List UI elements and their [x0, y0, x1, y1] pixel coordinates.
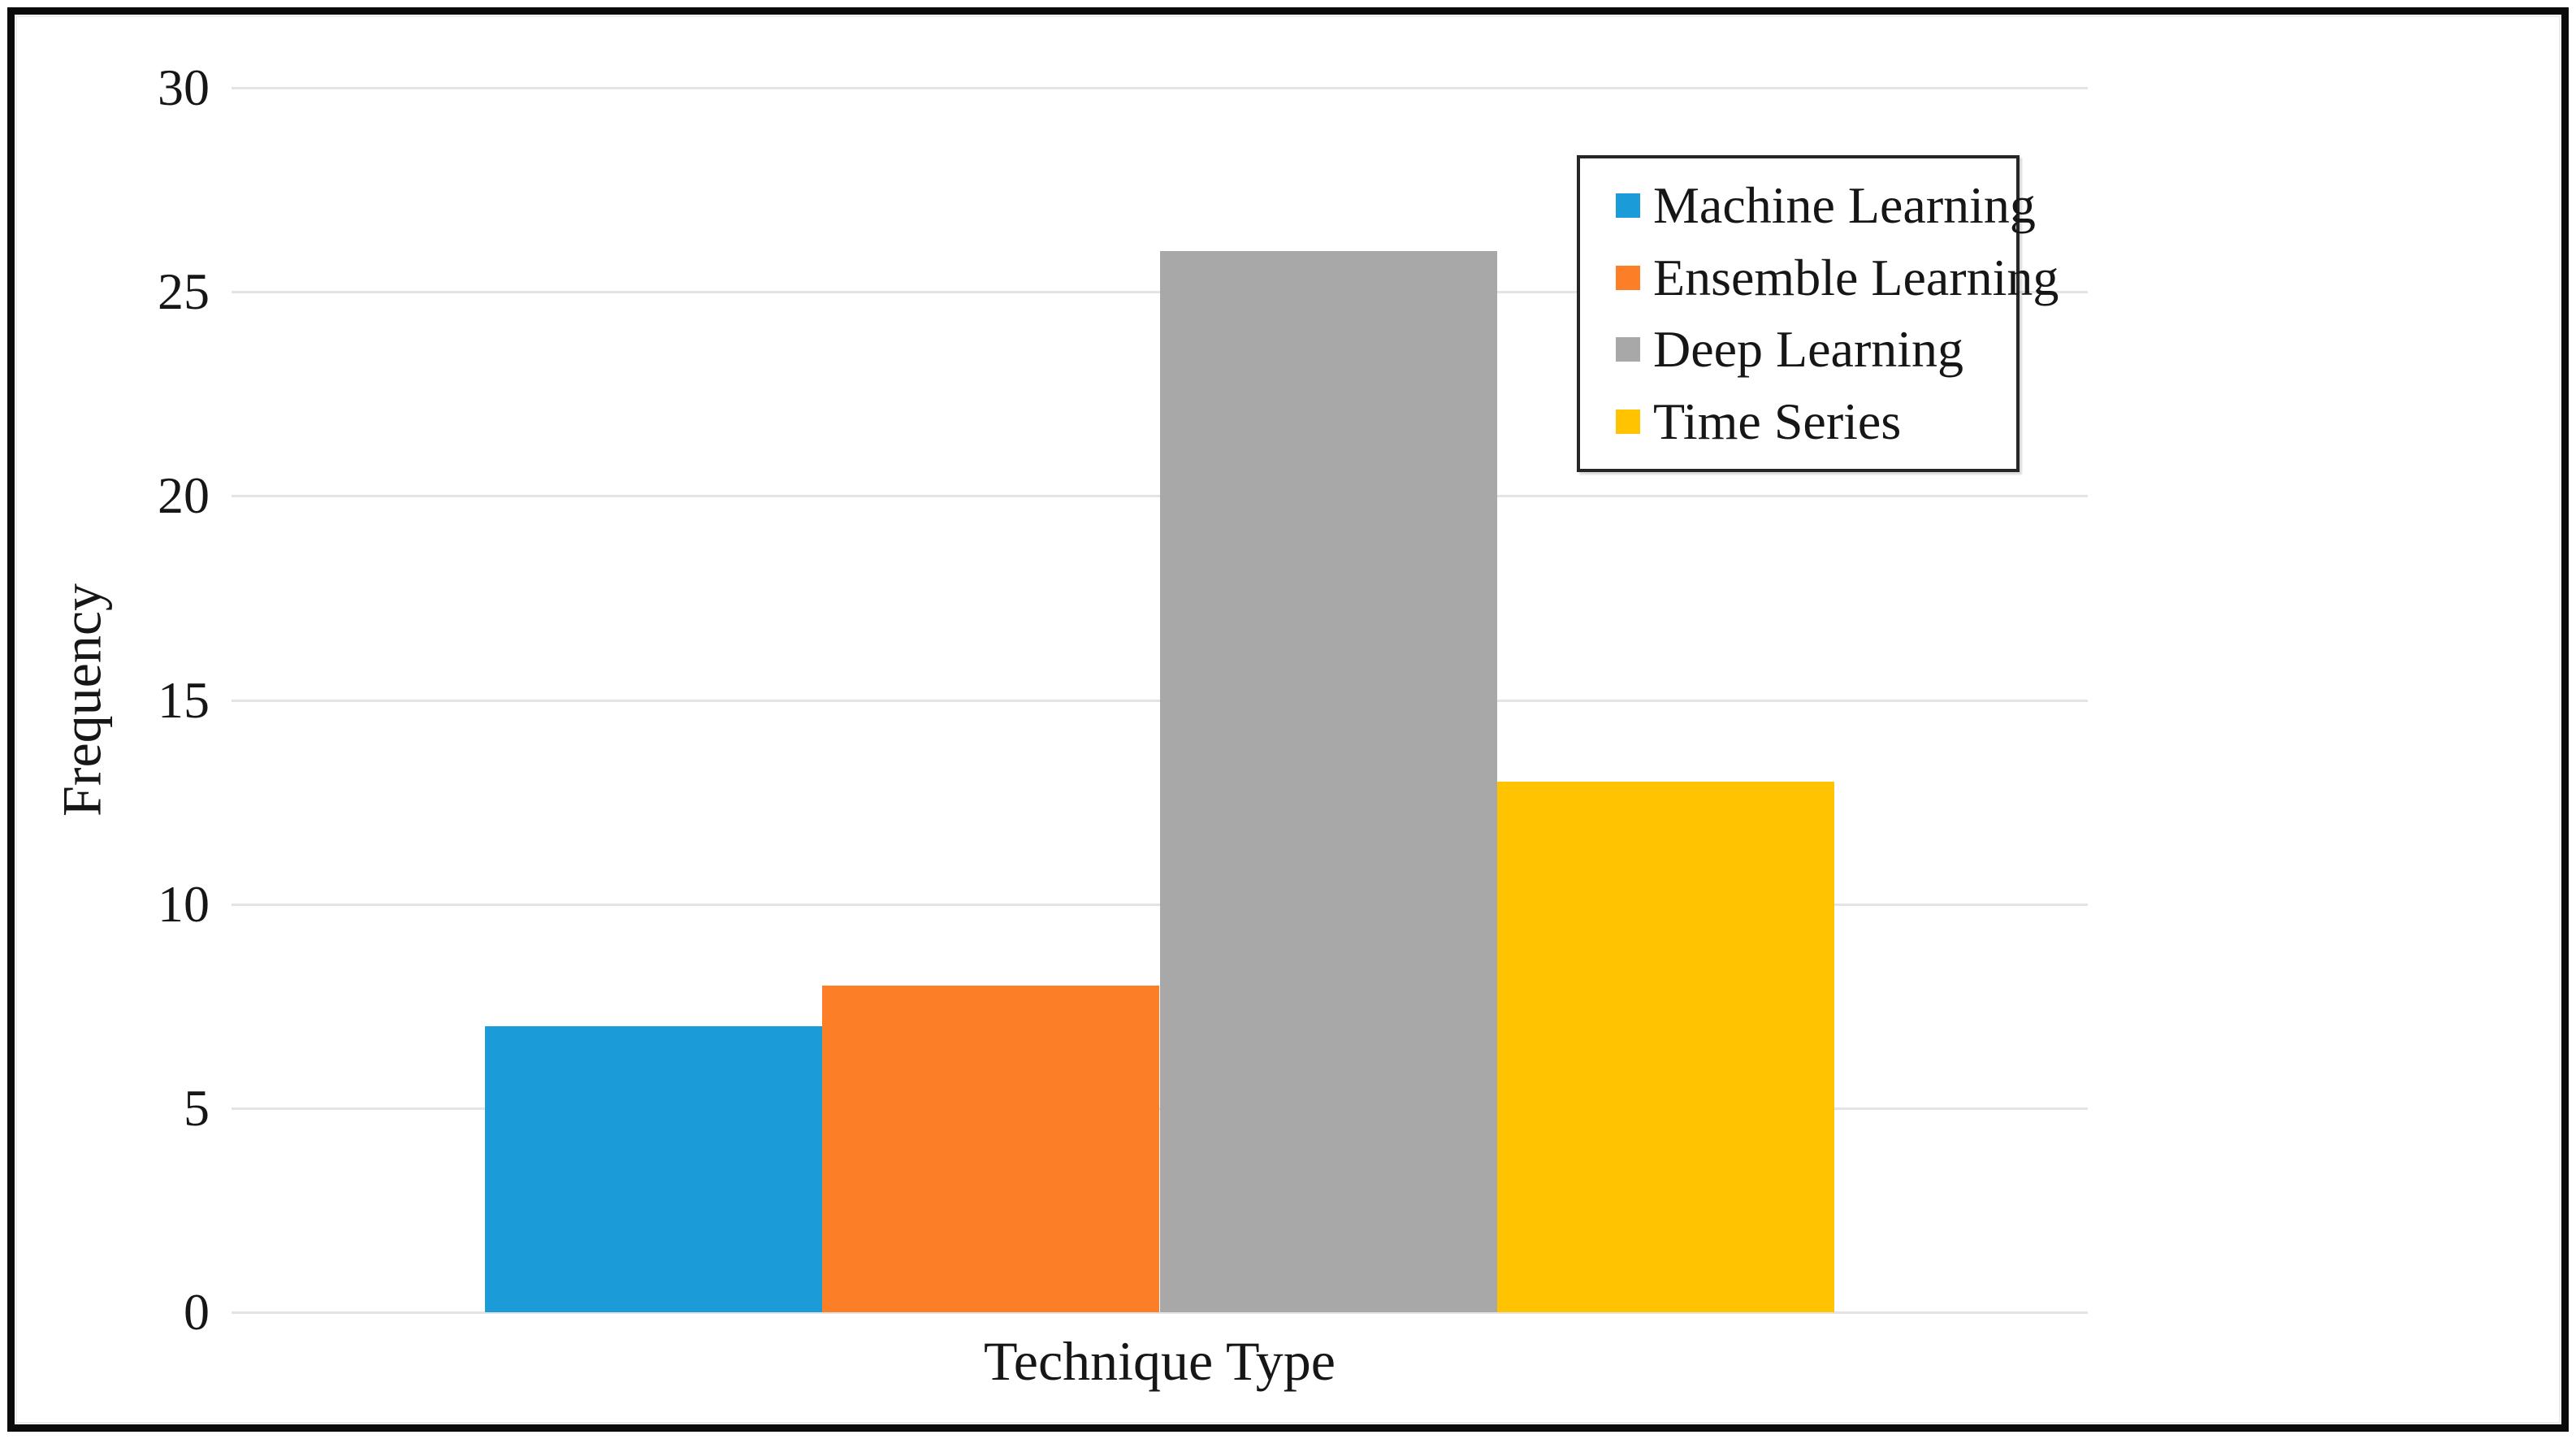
legend-label: Time Series	[1653, 392, 1902, 450]
y-tick-label-5: 5	[184, 1078, 210, 1137]
legend-swatch-icon	[1616, 193, 1640, 219]
y-tick-label-15: 15	[158, 670, 210, 729]
chart-area-border	[15, 15, 2561, 1424]
legend-swatch-icon	[1616, 265, 1640, 290]
legend-swatch-icon	[1616, 337, 1640, 362]
legend-swatch-icon	[1616, 409, 1640, 434]
bar-ensemble-learning	[822, 986, 1160, 1312]
bar-machine-learning	[484, 1026, 823, 1312]
plot-area	[232, 87, 2088, 1314]
legend-item-deep-learning: Deep Learning	[1616, 323, 2016, 375]
legend-label: Machine Learning	[1653, 176, 2036, 235]
legend-item-ensemble-learning: Ensemble Learning	[1616, 251, 2059, 304]
figure-border: Frequency 0 5 10 15 20 25 30 Technique Type Ma…	[7, 7, 2569, 1432]
y-tick-label-10: 10	[158, 874, 210, 933]
y-tick-label-25: 25	[158, 262, 210, 321]
y-tick-label-30: 30	[158, 59, 210, 116]
bar-deep-learning	[1159, 250, 1497, 1312]
bar-time-series	[1496, 781, 1835, 1312]
y-tick-label-0: 0	[184, 1283, 210, 1341]
gridline-y30	[232, 87, 2088, 89]
gridline-y0	[232, 1311, 2088, 1314]
legend: Machine Learning Ensemble Learning Deep Le…	[1577, 155, 2059, 472]
y-tick-label-20: 20	[158, 466, 210, 525]
x-axis-title: Technique Type	[984, 1330, 1336, 1392]
legend-item-machine-learning: Machine Learning	[1616, 180, 2036, 232]
legend-label: Deep Learning	[1653, 320, 1964, 379]
legend-item-time-series: Time Series	[1616, 392, 2016, 450]
legend-label: Ensemble Learning	[1653, 248, 2059, 306]
